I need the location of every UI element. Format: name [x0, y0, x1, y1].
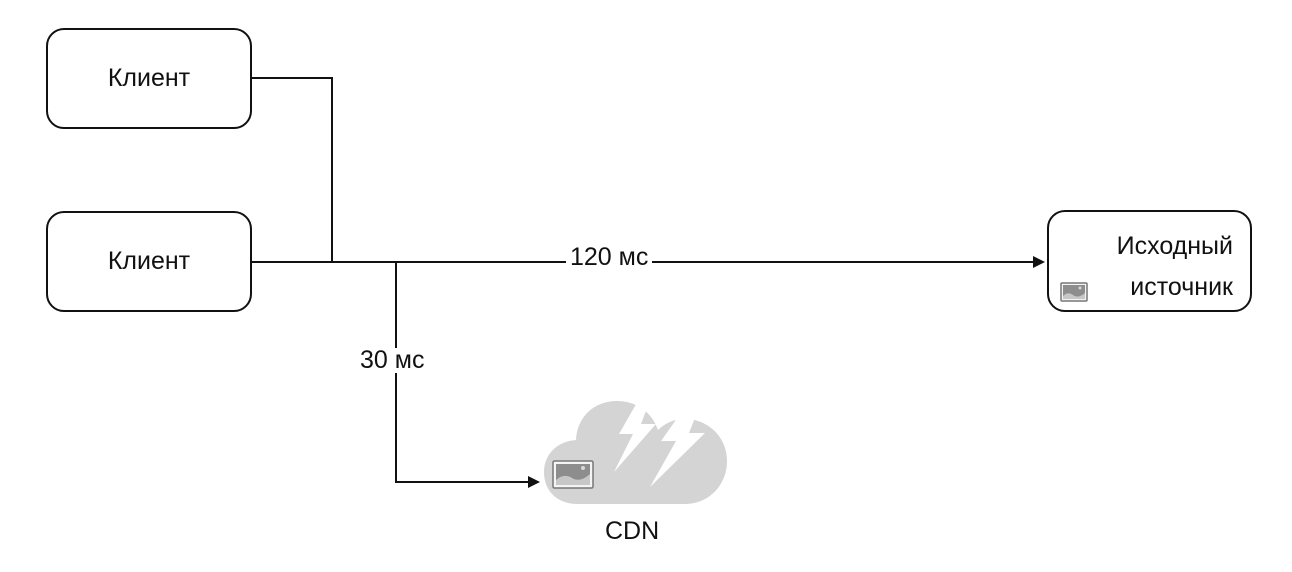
client-label-top: Клиент — [107, 64, 191, 92]
client-node-bottom[interactable]: Клиент — [46, 211, 252, 312]
cloud-lightning-icon — [544, 392, 727, 504]
route-to-cdn — [395, 262, 540, 488]
origin-label-line-1: Исходный — [1116, 232, 1233, 260]
origin-label-line-2: источник — [1130, 273, 1233, 301]
origin-node[interactable]: Исходный источник — [1047, 210, 1252, 312]
cdn-image-icon — [552, 460, 594, 489]
cdn-label: CDN — [605, 517, 660, 545]
client-label-bottom: Клиент — [107, 247, 191, 275]
client-node-top[interactable]: Клиент — [46, 28, 252, 129]
top-client-connector — [252, 77, 333, 262]
latency-label-cdn: 30 мс — [356, 348, 429, 373]
image-icon — [1060, 282, 1088, 302]
latency-label-origin: 120 мс — [566, 245, 653, 270]
